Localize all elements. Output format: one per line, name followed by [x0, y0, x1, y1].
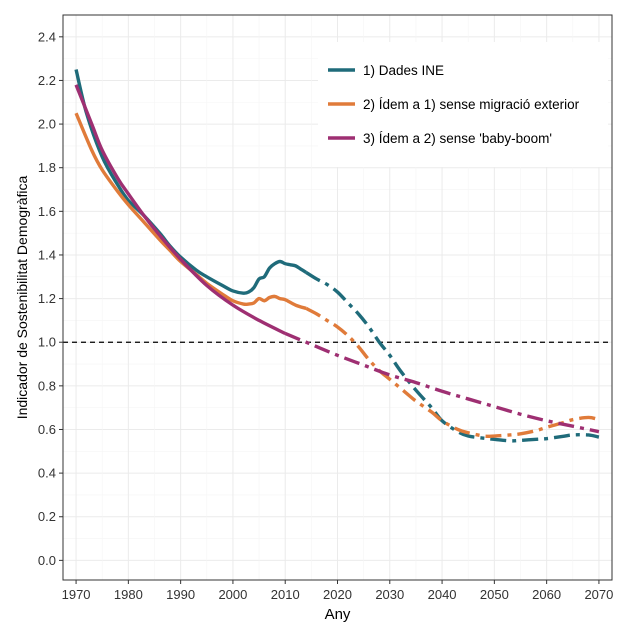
series-2-observed-line: [74, 112, 307, 311]
y-tick-label: 2.2: [38, 73, 56, 88]
x-axis: 1970 1980 1990 2000 2010 2020 2030 2040 2050 2060…: [62, 580, 613, 602]
series-3-projected-line: [284, 331, 600, 434]
series-1-projected-line: [305, 270, 600, 443]
legend-label-series-3: 3) Ídem a 2) sense 'baby-boom': [363, 131, 552, 146]
x-tick-label: 2060: [532, 587, 561, 602]
x-tick-label: 2070: [584, 587, 613, 602]
x-tick-label: 1980: [114, 587, 143, 602]
x-tick-label: 2010: [271, 587, 300, 602]
series-2-projected-line: [305, 306, 600, 439]
y-tick-label: 2.4: [38, 29, 56, 44]
x-tick-label: 2050: [480, 587, 509, 602]
legend-label-series-2: 2) Ídem a 1) sense migració exterior: [363, 97, 580, 112]
y-tick-label: 1.6: [38, 204, 56, 219]
legend-background: [318, 42, 608, 167]
series-3-observed-line: [74, 84, 286, 336]
y-tick-label: 1.2: [38, 291, 56, 306]
x-tick-label: 2020: [323, 587, 352, 602]
y-tick-label: 1.8: [38, 160, 56, 175]
series-1-observed-line: [74, 69, 308, 295]
y-tick-label: 1.4: [38, 247, 56, 262]
x-tick-label: 1990: [166, 587, 195, 602]
y-axis-title: Indicador de Sostenibilitat Demogràfica: [14, 175, 30, 419]
y-tick-label: 0.2: [38, 509, 56, 524]
y-tick-label: 0.4: [38, 466, 56, 481]
x-axis-title: Any: [325, 606, 351, 623]
y-tick-label: 1.0: [38, 335, 56, 350]
series-lines: [74, 69, 600, 443]
legend: 1) Dades INE 2) Ídem a 1) sense migració …: [318, 42, 608, 167]
y-tick-label: 0.8: [38, 378, 56, 393]
x-tick-label: 2030: [375, 587, 404, 602]
x-tick-label: 2000: [218, 587, 247, 602]
x-tick-label: 2040: [428, 587, 457, 602]
y-tick-label: 0.6: [38, 422, 56, 437]
legend-label-series-1: 1) Dades INE: [363, 63, 444, 78]
y-axis: 0.0 0.2 0.4 0.6 0.8 1.0 1.2 1.4 1.6 1.8 2.0 2.2 2.4: [38, 29, 63, 568]
y-tick-label: 2.0: [38, 117, 56, 132]
x-tick-label: 1970: [62, 587, 91, 602]
y-tick-label: 0.0: [38, 553, 56, 568]
